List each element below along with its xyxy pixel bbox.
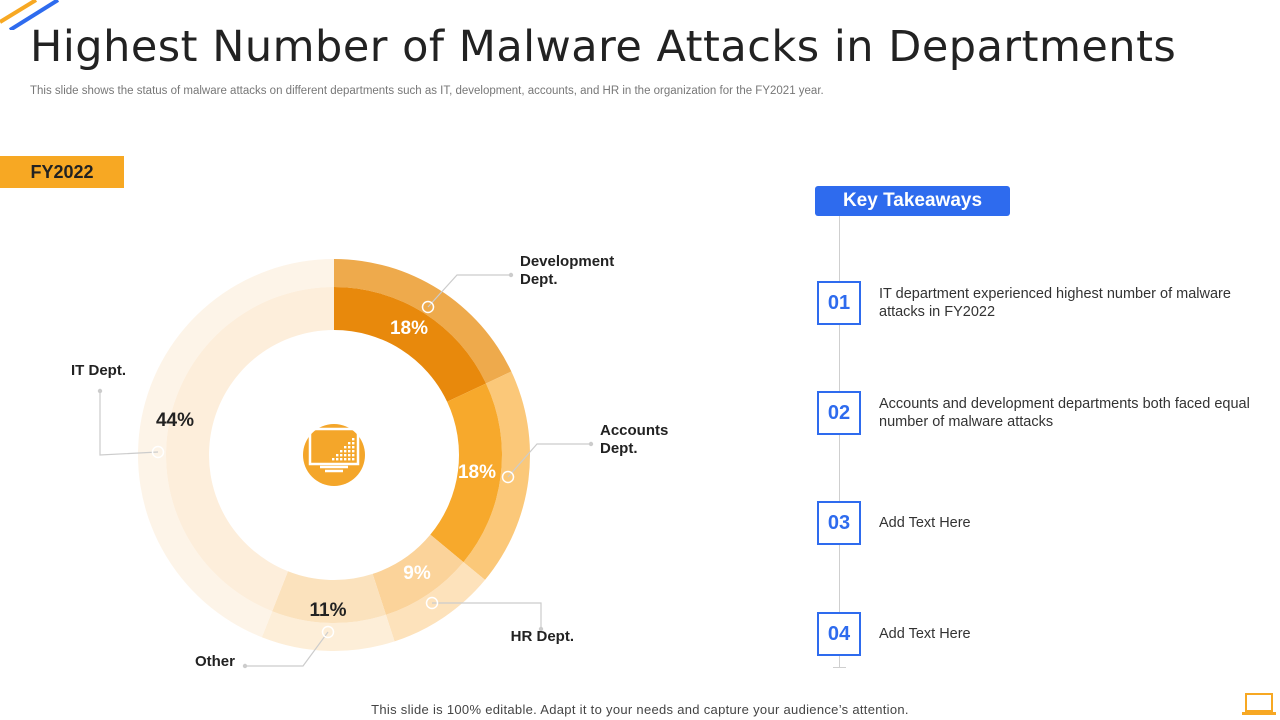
slice-value-label-other: 11% — [310, 600, 347, 621]
leader-marker-other — [321, 625, 335, 639]
slice-category-label-it: IT Dept. — [71, 362, 126, 379]
takeaway-item-4: 04 Add Text Here — [817, 612, 1277, 656]
pie-slice-development — [334, 287, 487, 402]
slice-value-label-hr: 9% — [403, 563, 431, 584]
leader-dot-hr — [538, 626, 544, 632]
slice-category-label-accounts: Accounts Dept. — [600, 422, 668, 457]
takeaway-number: 04 — [817, 612, 861, 656]
slice-category-label-development: Development Dept. — [520, 253, 614, 288]
laptop-icon — [1242, 693, 1276, 715]
pie-slice-outer-accounts — [463, 371, 530, 580]
leader-marker-accounts — [501, 470, 515, 484]
pie-slice-outer-it — [138, 259, 334, 638]
donut-chart: 18% Development Dept. 18% Accounts Dept. 9% HR … — [71, 253, 668, 670]
leader-line-other — [245, 631, 329, 667]
timeline-line — [839, 216, 840, 668]
takeaway-text: Add Text Here — [879, 515, 971, 531]
leader-marker-hr — [425, 596, 439, 610]
takeaway-number: 02 — [817, 391, 861, 435]
takeaway-text: Add Text Here — [879, 626, 971, 642]
takeaway-item-3: 03 Add Text Here — [817, 501, 1277, 545]
takeaway-text: Accounts and development departments bot… — [879, 396, 1250, 430]
leader-dot-it — [97, 388, 103, 394]
computer-monitor-icon — [303, 424, 365, 486]
pie-slice-outer-hr — [385, 562, 486, 642]
leader-marker-it — [151, 445, 165, 459]
slice-value-label-accounts: 18% — [458, 462, 496, 483]
leader-line-accounts — [507, 443, 591, 478]
pie-slice-hr — [372, 534, 464, 615]
year-tag: FY2022 — [0, 156, 124, 188]
takeaway-text: IT department experienced highest number… — [879, 286, 1231, 320]
leader-dot-other — [242, 663, 248, 669]
slice-category-label-other: Other — [195, 653, 235, 670]
slice-value-label-development: 18% — [390, 318, 428, 339]
pie-slice-outer-other — [261, 611, 395, 651]
leader-line-it — [99, 391, 159, 456]
timeline-end — [833, 667, 846, 668]
slice-value-label-it: 44% — [156, 410, 194, 431]
takeaway-number: 03 — [817, 501, 861, 545]
takeaway-number: 01 — [817, 281, 861, 325]
leader-line-development — [427, 274, 511, 308]
page-title: Highest Number of Malware Attacks in Dep… — [30, 22, 1177, 72]
slice-category-label-hr: HR Dept. — [511, 628, 574, 645]
key-takeaways-header: Key Takeaways — [815, 186, 1010, 216]
pie-slice-other — [272, 571, 386, 623]
takeaway-item-2: 02 Accounts and development departments … — [817, 391, 1277, 435]
footer-note: This slide is 100% editable. Adapt it to… — [371, 702, 909, 717]
leader-marker-development — [421, 300, 435, 314]
pie-slice-accounts — [430, 383, 502, 563]
pie-slice-it — [165, 287, 334, 612]
pie-slice-outer-development — [334, 259, 512, 384]
page-subtitle: This slide shows the status of malware a… — [30, 85, 824, 97]
corner-decoration — [0, 0, 60, 30]
leader-line-hr — [432, 602, 542, 629]
leader-dot-accounts — [588, 441, 594, 447]
takeaway-item-1: 01 IT department experienced highest num… — [817, 281, 1277, 325]
leader-dot-development — [508, 272, 514, 278]
